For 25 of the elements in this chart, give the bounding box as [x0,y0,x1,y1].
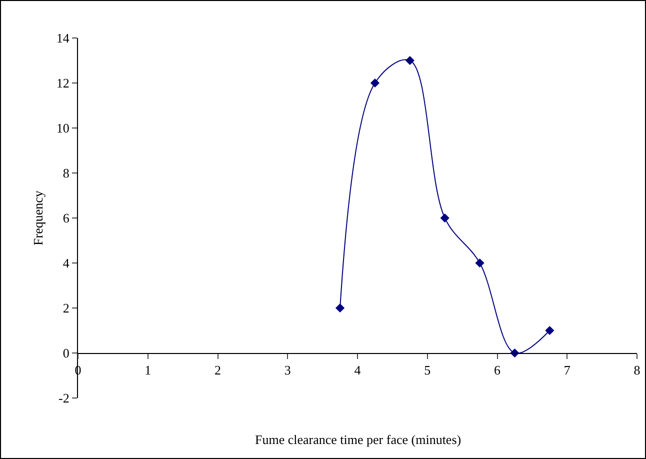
y-tick-label: 12 [56,76,70,91]
y-tick-label: 8 [62,166,70,181]
point [545,326,554,336]
x-tick-label: 7 [564,362,571,378]
x-tick-label: 5 [424,362,431,378]
point [335,303,345,313]
y-tick-label: 6 [62,210,70,226]
x-tick-label: 6 [494,362,501,378]
point [405,56,414,66]
y-tick-label: 14 [56,30,70,46]
x-tick-label: 1 [144,362,152,378]
x-tick-label: 8 [634,362,640,378]
y-axis-title: Frequency [30,190,46,246]
x-tick-label: 3 [284,362,291,378]
point [370,78,380,88]
x-tick-label: 2 [214,362,221,378]
y-tick-label: 2 [62,300,70,316]
y-tick-label: 4 [62,256,70,271]
x-tick-label: 4 [354,362,362,378]
y-tick-label: 10 [56,120,70,136]
x-axis-title: Fume clearance time per face (minutes) [255,432,462,447]
y-tick-label: 0 [62,346,70,361]
point [475,258,484,268]
point [440,213,450,223]
y-tick-label: -2 [58,390,70,406]
